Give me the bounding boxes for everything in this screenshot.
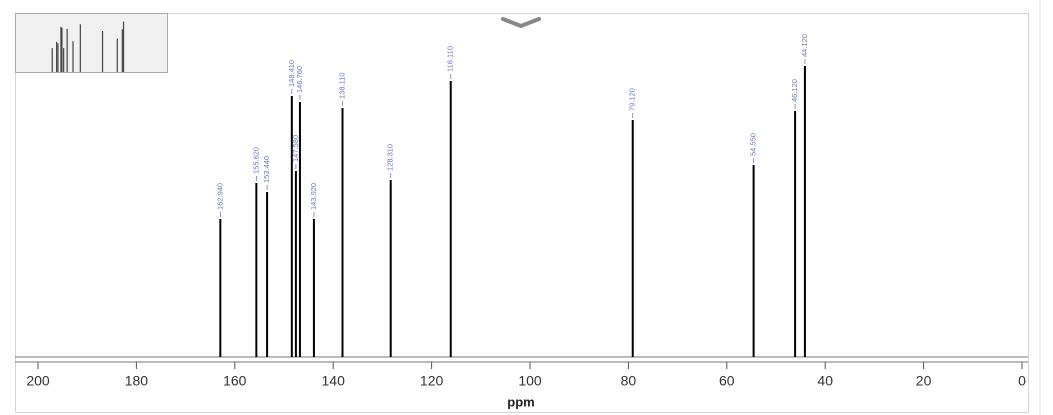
x-tick-label: 140 [322, 373, 346, 389]
peak-label: 79.120 [628, 88, 637, 111]
peak-label: 116.110 [446, 46, 455, 72]
peak-label: 128.310 [386, 144, 395, 171]
x-tick-label: 40 [817, 373, 833, 389]
x-tick-label: 20 [916, 373, 932, 389]
peak-label: 147.580 [291, 135, 300, 162]
peak-label: 138.110 [337, 72, 346, 99]
peak-label: 148.410 [287, 60, 296, 87]
peak-label: 153.440 [262, 156, 271, 183]
x-axis-label: ppm [507, 394, 534, 409]
x-tick-label: 0 [1018, 373, 1026, 389]
x-tick-label: 100 [518, 373, 542, 389]
peak-label: 46.120 [790, 79, 799, 102]
peak-label: 44.120 [800, 34, 809, 57]
plot-frame [15, 13, 1029, 413]
x-tick-label: 200 [26, 373, 50, 389]
peak-label: 146.760 [295, 66, 304, 93]
x-tick-label: 120 [420, 373, 444, 389]
x-tick-label: 160 [223, 373, 247, 389]
x-tick-label: 180 [125, 373, 149, 389]
peak-label: 143.920 [309, 183, 318, 210]
peak-label: 162.940 [215, 183, 224, 210]
collapse-chevron[interactable] [501, 17, 541, 29]
x-tick-label: 80 [621, 373, 637, 389]
x-tick-label: 60 [719, 373, 735, 389]
peak-label: 54.550 [749, 133, 758, 156]
minimap[interactable] [15, 13, 168, 73]
peak-label: 155.620 [251, 147, 260, 174]
